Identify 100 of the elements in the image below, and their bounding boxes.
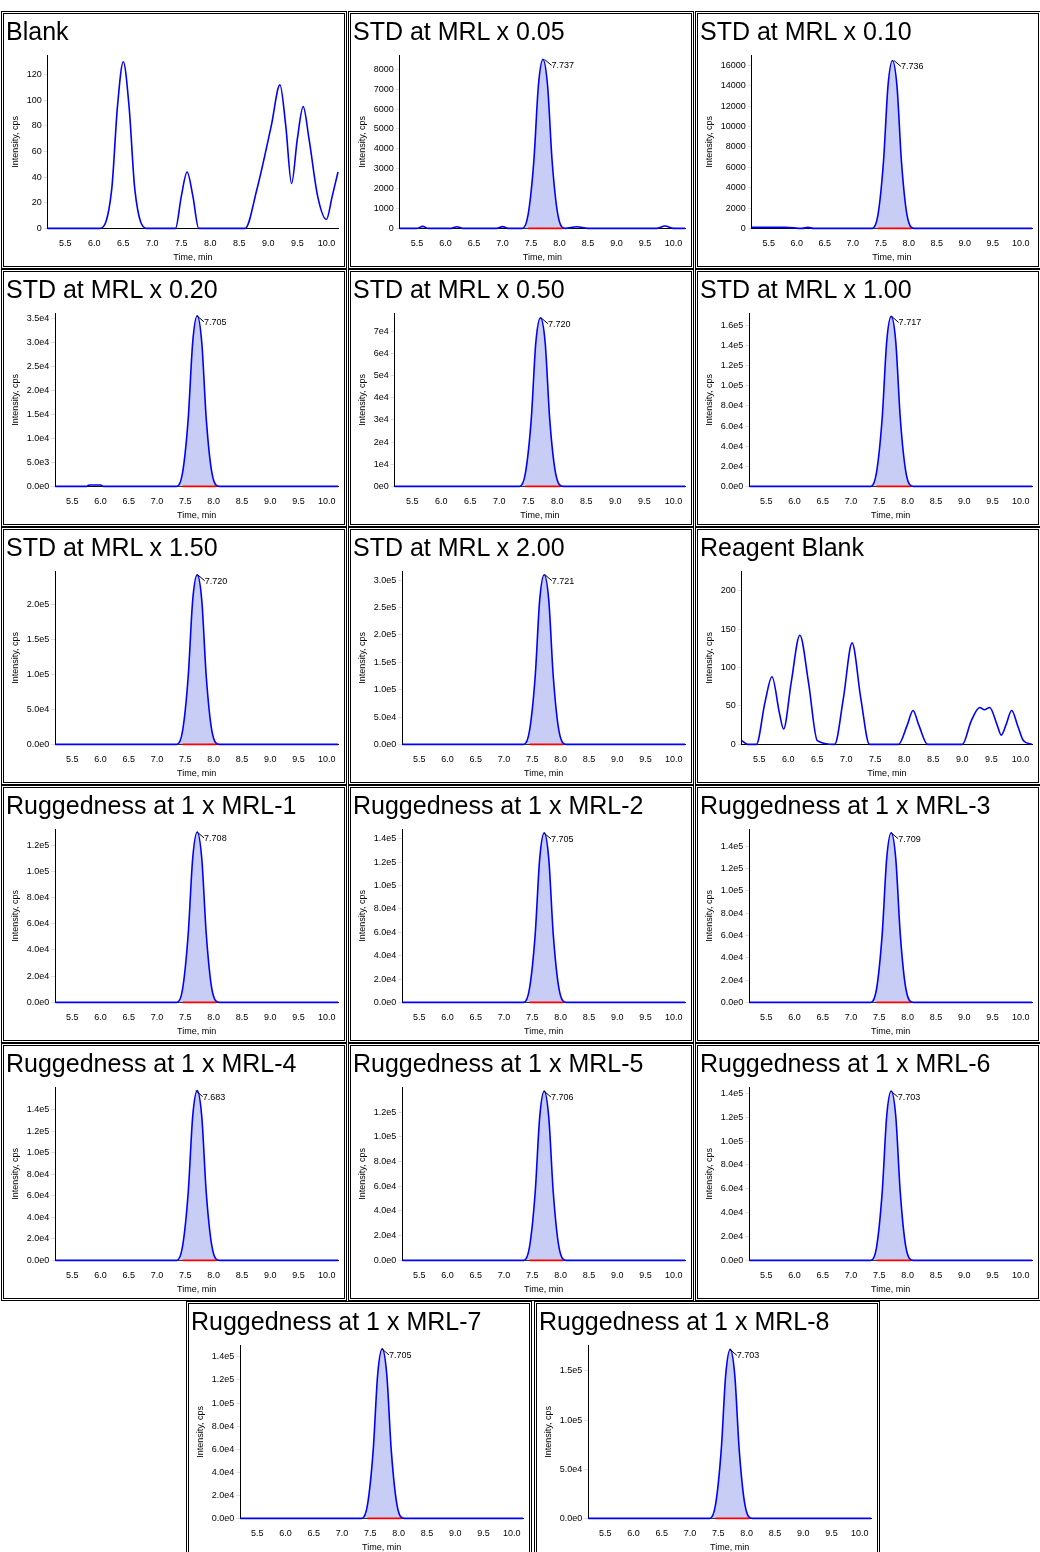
y-axis-title: Intensity, cps	[356, 889, 367, 942]
x-tick-label: 9.0	[610, 238, 623, 249]
y-tick-label: 6.0e4	[720, 929, 744, 940]
y-tick-label: 1.4e5	[26, 1104, 50, 1115]
y-tick-label: 6.0e4	[720, 420, 744, 431]
y-axis-title: Intensity, cps	[194, 1405, 205, 1458]
x-tick-label: 6.5	[816, 496, 830, 507]
y-tick-label: 2000	[725, 202, 746, 213]
x-axis-title: Time, min	[177, 510, 217, 521]
x-tick-label: 7.5	[526, 1012, 539, 1023]
x-tick-label: 6.5	[816, 1012, 830, 1023]
y-tick-label: 4000	[373, 143, 394, 154]
x-axis-title: Time, min	[520, 510, 560, 521]
x-tick-label: 7.5	[874, 238, 887, 249]
x-tick-label: 9.0	[796, 1528, 810, 1539]
y-tick-label: 1.0e5	[720, 1135, 744, 1146]
x-axis-title: Time, min	[177, 1026, 217, 1037]
x-tick-label: 9.5	[639, 1270, 652, 1281]
x-tick-label: 7.0	[150, 496, 164, 507]
x-tick-label: 8.5	[582, 754, 596, 765]
x-tick-label: 7.0	[683, 1528, 697, 1539]
x-tick-label: 5.5	[760, 1270, 773, 1281]
y-tick-label: 6.0e4	[26, 1190, 50, 1201]
x-tick-label: 7.5	[364, 1528, 377, 1539]
x-tick-label: 8.0	[392, 1528, 405, 1539]
x-tick-label: 6.0	[627, 1528, 640, 1539]
y-tick-label: 1.2e5	[211, 1374, 235, 1385]
y-tick-label: 4.0e4	[211, 1466, 235, 1477]
chart-title: Ruggedness at 1 x MRL-6	[700, 1048, 991, 1079]
y-tick-label: 4e4	[373, 392, 389, 403]
x-axis-title: Time, min	[872, 252, 912, 263]
x-tick-label: 9.5	[292, 1012, 305, 1023]
y-tick-label: 4.0e4	[720, 1207, 744, 1218]
y-axis-title: Intensity, cps	[356, 373, 367, 426]
x-tick-label: 8.5	[582, 1012, 596, 1023]
x-tick-label: 7.0	[497, 1270, 511, 1281]
x-axis-title: Time, min	[867, 768, 907, 779]
x-tick-label: 7.5	[712, 1528, 725, 1539]
y-tick-label: 6000	[373, 103, 394, 114]
y-tick-label: 4.0e4	[373, 1205, 397, 1216]
x-tick-label: 8.0	[901, 496, 914, 507]
y-tick-label: 2.0e4	[26, 970, 50, 981]
x-tick-label: 9.5	[986, 238, 1000, 249]
y-tick-label: 6e4	[373, 347, 389, 358]
x-tick-label: 7.5	[873, 496, 886, 507]
x-tick-label: 7.0	[840, 754, 853, 765]
x-tick-label: 6.5	[307, 1528, 321, 1539]
x-tick-label: 7.0	[844, 1012, 858, 1023]
y-tick-label: 0	[388, 222, 394, 233]
x-tick-label: 10.0	[317, 1012, 336, 1023]
chart-title: Ruggedness at 1 x MRL-3	[700, 790, 991, 821]
x-tick-label: 8.5	[420, 1528, 434, 1539]
x-tick-label: 9.0	[610, 1270, 624, 1281]
x-tick-label: 9.0	[448, 1528, 462, 1539]
annotation: 7.706	[551, 1092, 574, 1103]
x-tick-label: 9.5	[292, 1270, 305, 1281]
x-tick-label: 6.5	[122, 754, 136, 765]
x-tick-label: 7.5	[524, 238, 538, 249]
y-axis-title: Intensity, cps	[703, 1147, 714, 1200]
x-tick-label: 7.0	[150, 754, 164, 765]
x-tick-label: 6.5	[117, 238, 130, 249]
y-axis-title: Intensity, cps	[703, 373, 714, 426]
x-tick-label: 6.0	[87, 238, 101, 249]
y-tick-label: 3.0e5	[373, 574, 397, 585]
annotation: 7.705	[203, 316, 227, 327]
y-axis-title: Intensity, cps	[356, 115, 367, 168]
x-tick-label: 10.0	[317, 496, 336, 507]
y-tick-label: 0.0e0	[373, 996, 397, 1007]
x-tick-label: 7.5	[873, 1012, 886, 1023]
y-tick-label: 0.0e0	[720, 480, 744, 491]
y-axis-title: Intensity, cps	[703, 115, 714, 168]
y-tick-label: 100	[26, 94, 42, 105]
x-tick-label: 6.5	[469, 754, 483, 765]
y-tick-label: 2.0e4	[720, 460, 744, 471]
y-axis-title: Intensity, cps	[542, 1405, 553, 1458]
x-tick-label: 8.0	[902, 238, 915, 249]
line-series	[401, 832, 686, 1004]
x-tick-label: 8.5	[235, 1270, 249, 1281]
x-tick-label: 6.0	[788, 496, 801, 507]
x-tick-label: 9.0	[957, 1012, 971, 1023]
x-tick-label: 6.5	[464, 496, 477, 507]
y-tick-label: 2.0e4	[373, 1230, 397, 1241]
x-tick-label: 10.0	[664, 1012, 683, 1023]
y-tick-label: 12000	[720, 100, 746, 111]
y-tick-label: 1.2e5	[373, 1106, 397, 1117]
x-tick-label: 8.5	[929, 1012, 943, 1023]
y-axis-title: Intensity, cps	[9, 373, 20, 426]
annotation: 7.709	[898, 833, 921, 844]
chart-title: Blank	[6, 16, 69, 47]
x-tick-label: 8.5	[929, 496, 943, 507]
y-tick-label: 2.0e4	[211, 1489, 235, 1500]
x-tick-label: 8.5	[235, 1012, 249, 1023]
x-tick-label: 9.5	[639, 1012, 652, 1023]
x-axis-title: Time, min	[177, 1284, 217, 1295]
x-tick-label: 8.0	[554, 754, 567, 765]
y-tick-label: 1.0e5	[373, 879, 397, 890]
x-tick-label: 9.0	[958, 238, 972, 249]
x-tick-label: 7.5	[179, 754, 192, 765]
y-tick-label: 1.4e5	[720, 840, 744, 851]
x-tick-label: 8.5	[580, 496, 593, 507]
